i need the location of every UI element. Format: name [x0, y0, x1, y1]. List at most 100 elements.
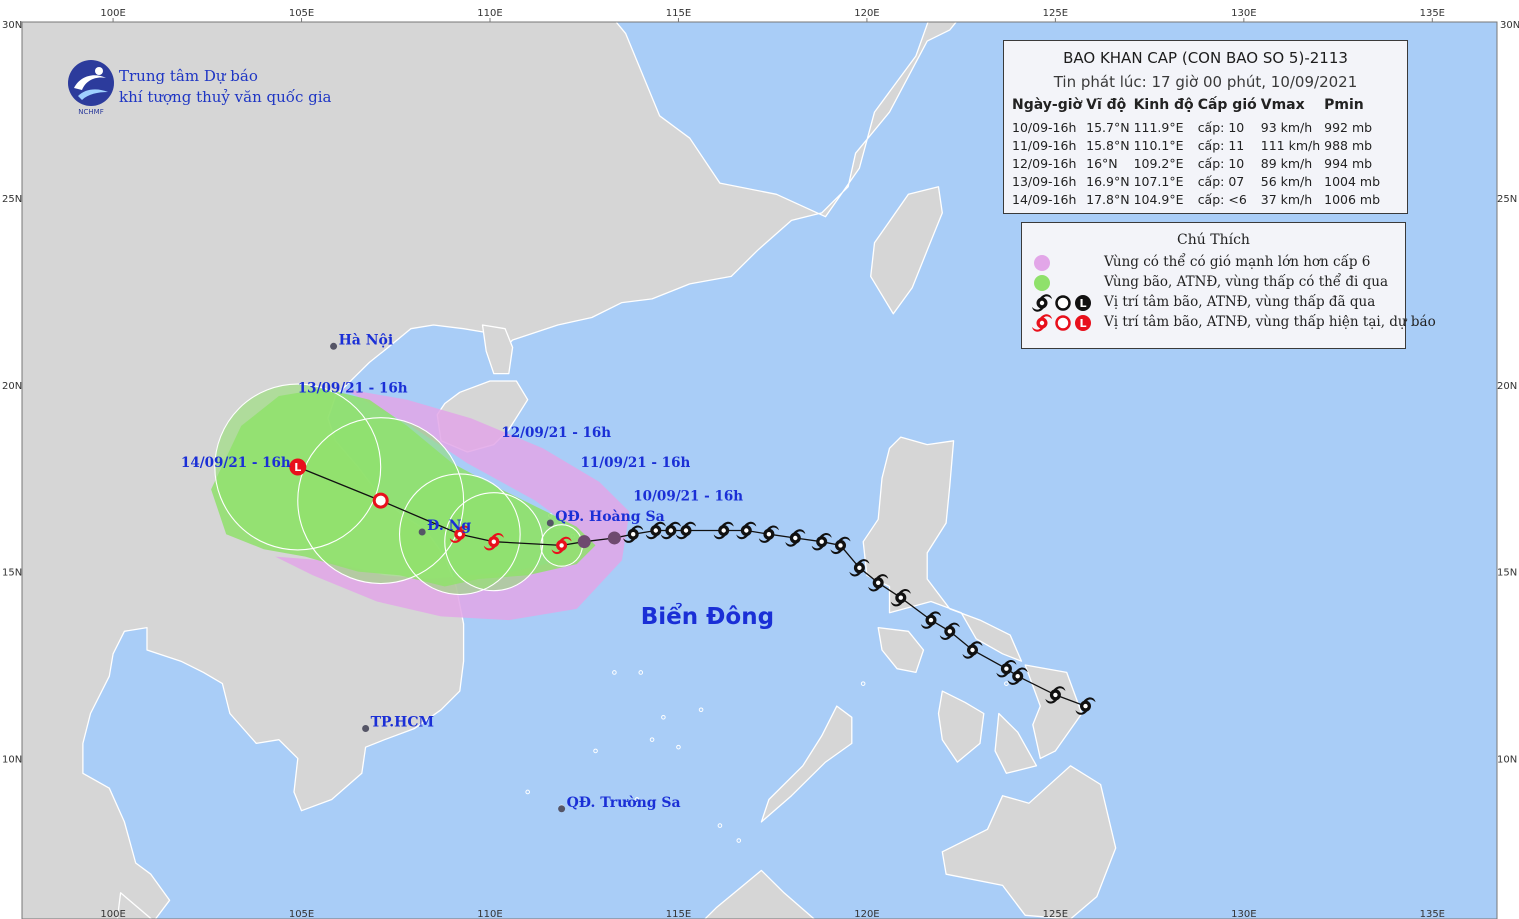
svg-text:L: L — [1079, 317, 1086, 330]
place-label: Hà Nội — [339, 332, 394, 348]
latitude-label-left: 10N — [2, 754, 22, 765]
legend-title: Chú Thích — [1177, 232, 1250, 248]
cell-latitude: 15.7°N — [1086, 119, 1130, 135]
cell-datetime: 11/09-16h — [1012, 137, 1077, 153]
cell-latitude: 17.8°N — [1086, 191, 1130, 207]
longitude-label-bottom: 130E — [1231, 909, 1256, 919]
past-position-dot — [577, 535, 591, 549]
frame-right — [1497, 0, 1519, 919]
forecast-table-header: Ngày-giờ Vĩ độ Kinh độ Cấp gió Vmax Pmin — [1012, 97, 1384, 119]
cell-vmax: 56 km/h — [1260, 173, 1313, 189]
cell-vmax: 111 km/h — [1260, 137, 1321, 153]
frame-top — [0, 0, 1519, 22]
cell-pmin: 1004 mb — [1324, 173, 1381, 189]
forecast-radius-circle — [444, 492, 544, 592]
cell-pmin: 994 mb — [1324, 155, 1373, 171]
place-labels: Hà Nội TP.HCM Đ. Ng QĐ. Hoàng Sa QĐ. Trường … — [330, 332, 681, 813]
legend-panel: Chú Thích Vùng có thể có gió mạnh lớn hơ… — [1021, 222, 1436, 349]
header-longitude: Kinh độ — [1133, 97, 1194, 113]
header-datetime: Ngày-giờ — [1012, 97, 1083, 113]
table-row: 11/09-16h 15.8°N 110.1°E cấp: 11 111 km/… — [1012, 137, 1384, 155]
sea-name-label: Biển Đông — [641, 602, 774, 630]
organization-name-line2: khí tượng thuỷ văn quốc gia — [119, 88, 332, 106]
forecast-time-label: 13/09/21 - 16h — [298, 380, 408, 396]
place-label: QĐ. Hoàng Sa — [555, 509, 664, 525]
forecast-time-label: 14/09/21 - 16h — [181, 455, 291, 471]
table-row: 13/09-16h 16.9°N 107.1°E cấp: 07 56 km/h… — [1012, 173, 1384, 191]
legend-item-label: Vị trí tâm bão, ATNĐ, vùng thấp đã qua — [1104, 294, 1376, 310]
taiwan-island — [870, 186, 943, 315]
samar-leyte — [1024, 664, 1083, 760]
past-position-dot — [607, 531, 621, 545]
longitude-label-top: 100E — [100, 8, 125, 19]
organization-name-line1: Trung tâm Dự báo — [119, 67, 258, 85]
header-pmin: Pmin — [1324, 97, 1364, 113]
forecast-time-label: 12/09/21 - 16h — [501, 425, 611, 441]
forecast-depression-marker — [372, 492, 389, 509]
cell-longitude: 107.1°E — [1133, 173, 1184, 189]
corner-label-top-right: 30N — [1500, 20, 1519, 31]
header-vmax: Vmax — [1260, 97, 1305, 113]
islet — [676, 744, 681, 750]
longitude-label-top: 120E — [854, 8, 879, 19]
longitude-label-top: 130E — [1231, 8, 1256, 19]
mindanao-island — [941, 765, 1117, 919]
islet — [860, 681, 866, 686]
islet — [593, 748, 598, 754]
green-circle-icon — [1034, 275, 1050, 291]
place-dot — [418, 528, 426, 536]
leizhou-peninsula — [481, 324, 514, 375]
table-row: 12/09-16h 16°N 109.2°E cấp: 10 89 km/h 9… — [1012, 155, 1384, 173]
strong-wind-area — [275, 388, 630, 621]
graticule-labels: 100E 100E 105E 105E 110E 110E 115E 115E 120E 120E… — [2, 8, 1517, 919]
longitude-label-bottom: 115E — [666, 909, 691, 919]
red-storm-symbols-icon: L — [1032, 314, 1091, 332]
forecast-table: Ngày-giờ Vĩ độ Kinh độ Cấp gió Vmax Pmin… — [1012, 97, 1384, 209]
cell-datetime: 13/09-16h — [1012, 173, 1077, 189]
past-track-line — [584, 529, 1086, 707]
forecast-radius-circles — [214, 383, 583, 596]
islet — [649, 737, 655, 742]
strong-wind-polygon — [275, 388, 630, 621]
cell-latitude: 16.9°N — [1086, 173, 1130, 189]
cell-pmin: 1006 mb — [1324, 191, 1381, 207]
visayas-islands — [937, 690, 985, 763]
latitude-label-left: 20N — [2, 381, 22, 392]
longitude-label-bottom: 105E — [289, 909, 314, 919]
forecast-time-label: 11/09/21 - 16h — [580, 455, 690, 471]
longitude-label-top: 125E — [1043, 8, 1068, 19]
table-row: 14/09-16h 17.8°N 104.9°E cấp: <6 37 km/h… — [1012, 191, 1384, 209]
purple-circle-icon — [1034, 255, 1050, 271]
forecast-low-marker: L — [289, 458, 307, 476]
luzon-island — [862, 436, 1023, 662]
legend-item-label: Vùng có thể có gió mạnh lớn hơn cấp 6 — [1104, 254, 1371, 270]
malay-peninsula — [116, 892, 153, 919]
cell-vmax: 93 km/h — [1260, 119, 1313, 135]
cell-longitude: 110.1°E — [1133, 137, 1184, 153]
islet — [698, 707, 704, 713]
bulletin-issue-time: Tin phát lúc: 17 giờ 00 phút, 10/09/2021 — [1053, 73, 1358, 91]
forecast-info-panel: BAO KHAN CAP (CON BAO SO 5)-2113 Tin phá… — [1003, 40, 1408, 214]
cell-longitude: 109.2°E — [1133, 155, 1184, 171]
borneo-north — [703, 869, 816, 919]
cell-datetime: 12/09-16h — [1012, 155, 1077, 171]
nchmf-logo: NCHMF — [68, 60, 114, 116]
longitude-label-top: 110E — [477, 8, 502, 19]
islet — [717, 823, 723, 828]
islet — [525, 789, 530, 795]
longitude-label-bottom: 135E — [1420, 909, 1445, 919]
latitude-label-right: 10N — [1497, 754, 1517, 765]
cell-vmax: 89 km/h — [1260, 155, 1313, 171]
cell-wind-level: cấp: 11 — [1197, 137, 1245, 153]
place-label: QĐ. Trường Sa — [567, 795, 681, 811]
cell-wind-level: cấp: 07 — [1197, 173, 1245, 189]
cell-vmax: 37 km/h — [1260, 191, 1313, 207]
map-border — [21, 21, 1498, 919]
islet — [1004, 681, 1009, 686]
cell-wind-level: cấp: 10 — [1197, 119, 1245, 135]
cell-pmin: 992 mb — [1324, 119, 1373, 135]
cell-latitude: 15.8°N — [1086, 137, 1130, 153]
storm-markers: L — [289, 458, 1096, 715]
cell-datetime: 14/09-16h — [1012, 191, 1077, 207]
cell-datetime: 10/09-16h — [1012, 119, 1077, 135]
